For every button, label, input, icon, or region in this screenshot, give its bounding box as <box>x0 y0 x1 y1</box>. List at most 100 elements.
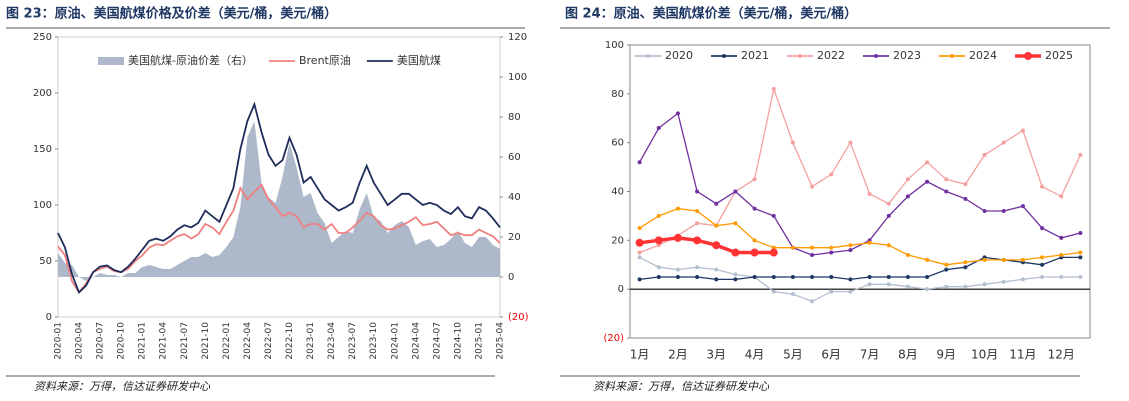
series-line <box>639 86 1081 254</box>
point-marker <box>944 177 949 182</box>
x-tick-label: 2023-04 <box>327 322 337 360</box>
point-marker <box>925 179 930 184</box>
point-marker <box>963 265 968 270</box>
point-marker <box>905 252 910 257</box>
point-marker <box>714 277 719 282</box>
point-marker <box>733 221 738 226</box>
series-line <box>639 112 1081 256</box>
point-marker <box>829 250 834 255</box>
point-marker <box>733 189 738 194</box>
point-marker <box>771 274 776 279</box>
point-marker <box>637 160 642 165</box>
point-marker <box>675 111 680 116</box>
legend-marker <box>1024 52 1032 60</box>
point-marker <box>810 245 815 250</box>
y2-tick-label: 80 <box>508 112 521 123</box>
point-marker <box>1040 274 1045 279</box>
x-tick-label: 2021-04 <box>159 322 169 360</box>
point-marker <box>1078 274 1083 279</box>
point-marker <box>1001 257 1006 262</box>
source-note: 资料来源：万得，信达证券研发中心 <box>593 380 770 393</box>
y-tick-label: 40 <box>611 187 624 198</box>
point-marker <box>1059 274 1064 279</box>
x-tick-label: 2024-07 <box>432 322 442 360</box>
point-marker <box>769 248 778 257</box>
point-marker <box>695 189 700 194</box>
y2-tick-label: 20 <box>508 232 521 243</box>
y-tick-label: 100 <box>33 200 52 211</box>
point-marker <box>695 274 700 279</box>
point-marker <box>733 272 738 277</box>
x-tick-label: 6月 <box>821 348 841 362</box>
point-marker <box>714 267 719 272</box>
point-marker <box>829 245 834 250</box>
x-tick-label: 3月 <box>706 348 726 362</box>
point-marker <box>733 277 738 282</box>
point-marker <box>848 277 853 282</box>
point-marker <box>829 274 834 279</box>
legend-label: 美国航煤-原油价差（右） <box>128 53 253 67</box>
point-marker <box>944 262 949 267</box>
point-marker <box>1078 231 1083 236</box>
point-marker <box>963 182 968 187</box>
y-tick-label: 150 <box>33 144 52 155</box>
point-marker <box>790 274 795 279</box>
point-marker <box>848 140 853 145</box>
point-marker <box>1020 204 1025 209</box>
point-marker <box>637 255 642 260</box>
point-marker <box>654 236 663 245</box>
point-marker <box>1040 262 1045 267</box>
series-line <box>57 101 501 294</box>
legend-label: 2020 <box>665 49 693 62</box>
x-tick-label: 4月 <box>745 348 765 362</box>
legend-marker <box>646 54 650 58</box>
point-marker <box>637 277 642 282</box>
point-marker <box>810 274 815 279</box>
point-marker <box>1059 194 1064 199</box>
point-marker <box>829 289 834 294</box>
y-tick-label: 0 <box>46 312 52 323</box>
point-marker <box>656 265 661 270</box>
x-tick-label: 2025-01 <box>474 322 484 360</box>
chart-title: 图 23：原油、美国航煤价格及价差（美元/桶，美元/桶） <box>6 6 337 22</box>
x-tick-label: 2021-07 <box>180 322 190 360</box>
x-tick-label: 2023-07 <box>348 322 358 360</box>
point-marker <box>752 274 757 279</box>
x-tick-label: 11月 <box>1009 348 1036 362</box>
y-tick-label: 0 <box>618 284 624 295</box>
point-marker <box>867 240 872 245</box>
legend-marker <box>798 54 802 58</box>
point-marker <box>944 284 949 289</box>
y-tick-label: 60 <box>611 138 624 149</box>
y-tick-label: 50 <box>39 256 52 267</box>
point-marker <box>848 289 853 294</box>
x-tick-label: 10月 <box>971 348 998 362</box>
point-marker <box>695 221 700 226</box>
point-marker <box>925 160 930 165</box>
point-marker <box>905 177 910 182</box>
point-marker <box>867 274 872 279</box>
x-tick-label: 2020-01 <box>54 322 64 360</box>
point-marker <box>1040 226 1045 231</box>
point-marker <box>944 267 949 272</box>
legend-marker <box>950 54 954 58</box>
legend-marker <box>722 54 726 58</box>
y2-tick-label: 60 <box>508 152 521 163</box>
y2-tick-label: 100 <box>508 72 527 83</box>
point-marker <box>790 245 795 250</box>
y-tick-label: 20 <box>611 235 624 246</box>
point-marker <box>1040 184 1045 189</box>
x-tick-label: 2023-01 <box>306 322 316 360</box>
point-marker <box>925 287 930 292</box>
point-marker <box>867 282 872 287</box>
x-tick-label: 2022-07 <box>264 322 274 360</box>
x-tick-label: 7月 <box>860 348 880 362</box>
point-marker <box>637 226 642 231</box>
point-marker <box>963 284 968 289</box>
legend-label: 2022 <box>817 49 845 62</box>
point-marker <box>1001 140 1006 145</box>
point-marker <box>1020 128 1025 133</box>
y-tick-label: 200 <box>33 88 52 99</box>
y-tick-label: 250 <box>33 32 52 43</box>
